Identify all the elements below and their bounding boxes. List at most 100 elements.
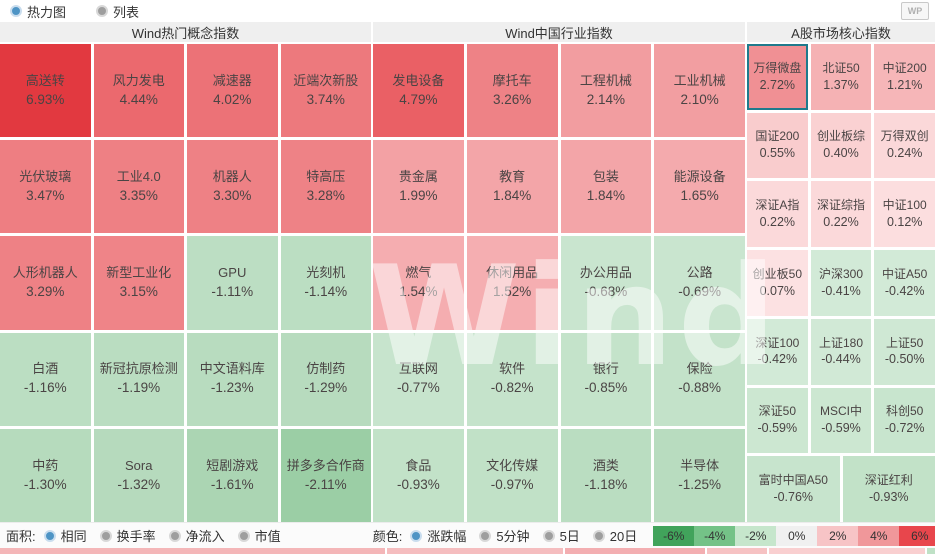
heatmap-tile[interactable]: 银行 -0.85% xyxy=(560,332,652,426)
tile-grid: 发电设备 4.79% 摩托车 3.26% 工程机械 2.14% 工业机械 2.10% 贵金属 1.… xyxy=(373,44,745,522)
tile-change-value: -0.42% xyxy=(884,283,925,298)
tile-change-value: -1.23% xyxy=(210,380,254,396)
area-option[interactable]: 相同 xyxy=(43,526,87,545)
heatmap-tile[interactable]: 减速器 4.02% xyxy=(187,44,278,138)
heatmap-tile[interactable]: 创业板50 0.07% xyxy=(747,250,808,316)
heatmap-tile[interactable]: 保险 -0.88% xyxy=(654,332,745,426)
scale-swatch: -2% xyxy=(735,525,777,546)
radio-icon xyxy=(96,5,109,17)
heatmap-tile[interactable]: 中文语料库 -1.23% xyxy=(187,332,278,426)
heatmap-tile[interactable]: 特高压 3.28% xyxy=(280,140,371,234)
heatmap-tile[interactable]: 工业4.0 3.35% xyxy=(93,140,184,234)
heatmap-tile[interactable]: 人形机器人 3.29% xyxy=(0,236,91,330)
heatmap-tile[interactable]: 中证100 0.12% xyxy=(874,181,935,248)
heatmap-tile[interactable]: 光刻机 -1.14% xyxy=(280,236,371,330)
heatmap-tile[interactable]: 深证红利 -0.93% xyxy=(842,456,935,522)
heatmap-tile[interactable]: 富时中国A50 -0.76% xyxy=(747,456,840,522)
heatmap-tile[interactable]: 深证100 -0.42% xyxy=(747,318,808,385)
color-scale-legend: -6% -4% -2% 0% 2% 4% 6% xyxy=(653,525,935,546)
heatmap-tile[interactable]: 新冠抗原检测 -1.19% xyxy=(93,332,184,426)
tile-change-value: -0.42% xyxy=(757,352,798,367)
heatmap-tile[interactable]: 文化传媒 -0.97% xyxy=(466,428,558,522)
heatmap-tile[interactable]: 休闲用品 1.52% xyxy=(466,236,558,330)
tile-change-value: 3.74% xyxy=(306,91,345,107)
heatmap-tile[interactable]: 科创50 -0.72% xyxy=(874,387,935,454)
strip-segment xyxy=(927,548,935,554)
area-option-label: 换手率 xyxy=(116,529,156,544)
view-option[interactable]: 热力图 xyxy=(10,2,66,21)
heatmap-tile[interactable]: 半导体 -1.25% xyxy=(654,428,745,522)
tile-change-value: 3.29% xyxy=(26,284,65,300)
heatmap-tile[interactable]: MSCI中 -0.59% xyxy=(810,387,872,454)
heatmap-tile[interactable]: 发电设备 4.79% xyxy=(373,44,464,138)
heatmap-tile[interactable]: 办公用品 -0.68% xyxy=(560,236,652,330)
heatmap-tile[interactable]: 摩托车 3.26% xyxy=(466,44,558,138)
tile-name: 软件 xyxy=(499,361,526,377)
heatmap-tile[interactable]: 万得微盘 2.72% xyxy=(747,44,808,110)
heatmap-tile[interactable]: 国证200 0.55% xyxy=(747,112,808,179)
area-option[interactable]: 市值 xyxy=(237,526,281,545)
color-option-label: 涨跌幅 xyxy=(427,529,467,544)
color-option[interactable]: 5分钟 xyxy=(479,526,530,545)
heatmap-tile[interactable]: 短剧游戏 -1.61% xyxy=(187,428,278,522)
color-option[interactable]: 20日 xyxy=(592,526,637,545)
heatmap-tile[interactable]: 机器人 3.30% xyxy=(187,140,278,234)
heatmap-tile[interactable]: 深证A指 0.22% xyxy=(747,181,808,248)
scale-swatch: 4% xyxy=(858,525,900,546)
heatmap-tile[interactable]: 创业板综 0.40% xyxy=(810,112,872,179)
heatmap-tile[interactable]: 光伏玻璃 3.47% xyxy=(0,140,91,234)
heatmap-tile[interactable]: 沪深300 -0.41% xyxy=(810,250,872,316)
tile-change-value: 0.22% xyxy=(823,214,859,229)
color-option[interactable]: 5日 xyxy=(542,526,580,545)
tile-name: 特高压 xyxy=(306,169,346,185)
heatmap-tile[interactable]: 能源设备 1.65% xyxy=(654,140,745,234)
view-options-group: 热力图 列表 xyxy=(10,2,139,21)
heatmap-tile[interactable]: 公路 -0.69% xyxy=(654,236,745,330)
heatmap-tile[interactable]: 工业机械 2.10% xyxy=(654,44,745,138)
heatmap-tile[interactable]: 工程机械 2.14% xyxy=(560,44,652,138)
heatmap-tile[interactable]: 高送转 6.93% xyxy=(0,44,91,138)
color-option[interactable]: 涨跌幅 xyxy=(410,526,466,545)
tile-name: 半导体 xyxy=(680,457,720,473)
heatmap-tile[interactable]: 中证A50 -0.42% xyxy=(874,250,935,316)
radio-icon xyxy=(479,529,492,542)
heatmap-tile[interactable]: 近端次新股 3.74% xyxy=(280,44,371,138)
heatmap-tile[interactable]: 风力发电 4.44% xyxy=(93,44,184,138)
heatmap-tile[interactable]: 软件 -0.82% xyxy=(466,332,558,426)
heatmap-tile[interactable]: 互联网 -0.77% xyxy=(373,332,464,426)
tile-change-value: 3.26% xyxy=(492,91,532,107)
tile-name: 仿制药 xyxy=(306,361,346,377)
heatmap-tile[interactable]: 深证50 -0.59% xyxy=(747,387,808,454)
heatmap-tile[interactable]: 新型工业化 3.15% xyxy=(93,236,184,330)
heatmap-section: Wind中国行业指数 发电设备 4.79% 摩托车 3.26% 工程机械 2.14% 工业机械… xyxy=(373,22,745,522)
area-option[interactable]: 净流入 xyxy=(168,526,225,545)
heatmap-tile[interactable]: 万得双创 0.24% xyxy=(874,112,935,179)
heatmap-tile[interactable]: 食品 -0.93% xyxy=(373,428,464,522)
heatmap-tile[interactable]: 中药 -1.30% xyxy=(0,428,91,522)
tile-name: 休闲用品 xyxy=(486,265,539,281)
heatmap-tile[interactable]: 上证50 -0.50% xyxy=(874,318,935,385)
heatmap-tile[interactable]: 深证综指 0.22% xyxy=(810,181,872,248)
tile-change-value: 0.24% xyxy=(886,146,923,161)
view-option[interactable]: 列表 xyxy=(96,2,139,21)
tile-change-value: 1.52% xyxy=(492,284,532,300)
heatmap-tile[interactable]: 燃气 1.54% xyxy=(373,236,464,330)
heatmap-tile[interactable]: 包装 1.84% xyxy=(560,140,652,234)
heatmap-tile[interactable]: 仿制药 -1.29% xyxy=(280,332,371,426)
heatmap-tile[interactable]: 酒类 -1.18% xyxy=(560,428,652,522)
heatmap-tile[interactable]: 教育 1.84% xyxy=(466,140,558,234)
tile-name: 银行 xyxy=(592,361,619,377)
heatmap-tile[interactable]: 北证50 1.37% xyxy=(810,44,872,110)
area-option[interactable]: 换手率 xyxy=(99,526,156,545)
tile-name: 能源设备 xyxy=(673,169,726,185)
tile-name: 办公用品 xyxy=(579,265,632,281)
heatmap-tile[interactable]: Sora -1.32% xyxy=(93,428,184,522)
section-title: A股市场核心指数 xyxy=(747,22,935,42)
heatmap-tile[interactable]: 上证180 -0.44% xyxy=(810,318,872,385)
heatmap-tile[interactable]: 中证200 1.21% xyxy=(874,44,935,110)
strip-segment xyxy=(565,548,705,554)
heatmap-tile[interactable]: 贵金属 1.99% xyxy=(373,140,464,234)
heatmap-tile[interactable]: 拼多多合作商 -2.11% xyxy=(280,428,371,522)
heatmap-tile[interactable]: GPU -1.11% xyxy=(187,236,278,330)
heatmap-tile[interactable]: 白酒 -1.16% xyxy=(0,332,91,426)
